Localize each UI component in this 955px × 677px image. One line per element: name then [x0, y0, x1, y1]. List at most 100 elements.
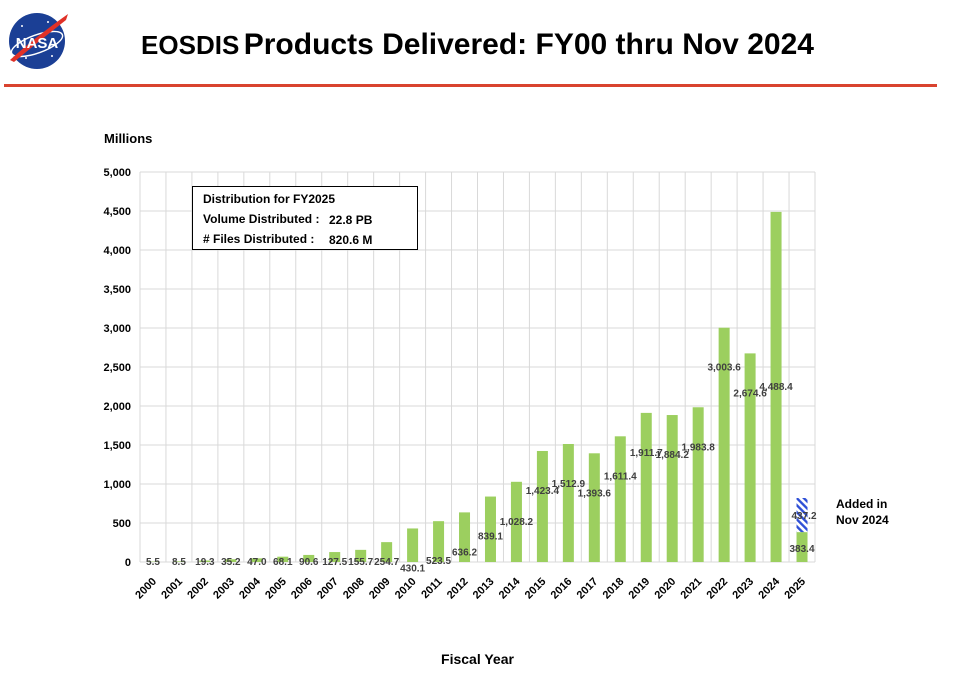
y-tick-label: 500 — [113, 518, 131, 530]
bar-2023 — [744, 353, 756, 562]
bar-2003 — [225, 559, 237, 562]
x-tick-label-2006: 2006 — [289, 576, 315, 602]
x-tick-label-2001: 2001 — [159, 576, 185, 602]
bar-2022 — [718, 327, 730, 562]
infobox-heading: Distribution for FY2025 — [203, 192, 336, 206]
bar-2014 — [510, 481, 522, 562]
value-label-2012: 636.2 — [452, 547, 477, 558]
bar-2010 — [407, 528, 419, 562]
value-label-2009: 254.7 — [374, 557, 399, 568]
title-rule — [4, 84, 937, 87]
x-tick-label-2019: 2019 — [627, 576, 653, 602]
logo-text: NASA — [16, 35, 59, 52]
x-tick-label-2016: 2016 — [549, 576, 575, 602]
page-title: EOSDIS Products Delivered: FY00 thru Nov… — [0, 28, 955, 62]
value-label-2004: 47.0 — [247, 557, 267, 568]
bar-2002 — [199, 560, 211, 562]
value-label-2015: 1,423.4 — [526, 486, 560, 497]
x-tick-label-2012: 2012 — [445, 576, 471, 602]
value-label-2024: 4,488.4 — [759, 382, 793, 393]
y-axis-title: Millions — [104, 131, 153, 146]
value-label-2020: 1,884.2 — [656, 450, 690, 461]
bar-added-segment — [796, 497, 808, 533]
x-tick-label-2021: 2021 — [678, 576, 704, 602]
x-tick-label-2020: 2020 — [653, 576, 679, 602]
y-tick-label: 4,000 — [103, 245, 131, 257]
value-label-2014: 1,028.2 — [500, 517, 534, 528]
bar-2006 — [303, 554, 315, 562]
value-label-2023: 2,674.6 — [733, 388, 767, 399]
value-label-2006: 90.6 — [299, 557, 319, 568]
x-tick-label-2023: 2023 — [730, 576, 756, 602]
value-label-2013: 839.1 — [478, 532, 503, 543]
bar-2013 — [484, 496, 496, 562]
value-label-2001: 8.5 — [172, 557, 186, 568]
value-label-2011: 523.5 — [426, 556, 451, 567]
nasa-logo: NASA — [9, 13, 68, 69]
x-tick-label-2015: 2015 — [523, 576, 549, 602]
bar-2024 — [770, 211, 782, 563]
bar-2021 — [692, 407, 704, 562]
y-tick-label: 3,500 — [103, 284, 131, 296]
x-tick-label-2000: 2000 — [133, 576, 159, 602]
value-label-2017: 1,393.6 — [578, 488, 612, 499]
infobox-volume-label: Volume Distributed : — [203, 212, 320, 226]
value-label-2003: 35.2 — [221, 557, 241, 568]
value-label-2016: 1,512.9 — [552, 479, 586, 490]
x-tick-label-2024: 2024 — [756, 575, 782, 601]
x-tick-label-2002: 2002 — [185, 576, 211, 602]
bar-2005 — [277, 556, 289, 562]
bar-2025 — [796, 532, 808, 562]
value-label-2000: 5.5 — [146, 557, 160, 568]
y-tick-label: 1,000 — [103, 479, 131, 491]
y-tick-label: 1,500 — [103, 440, 131, 452]
bar-2009 — [381, 542, 393, 562]
x-tick-label-2025: 2025 — [782, 576, 808, 602]
value-label-2019: 1,911.7 — [630, 448, 663, 459]
x-tick-label-2014: 2014 — [497, 575, 523, 601]
value-label-2007: 127.5 — [322, 557, 347, 568]
y-tick-label: 5,000 — [103, 167, 131, 179]
value-label-2018: 1,611.4 — [604, 471, 637, 482]
x-tick-label-2008: 2008 — [341, 576, 367, 602]
bar-2020 — [666, 415, 678, 562]
bar-2015 — [536, 450, 548, 562]
x-tick-label-2004: 2004 — [237, 575, 263, 601]
x-tick-label-2022: 2022 — [704, 576, 730, 602]
x-tick-label-2009: 2009 — [367, 576, 393, 602]
bar-2004 — [251, 558, 263, 562]
bar-2012 — [459, 512, 471, 562]
y-tick-label: 3,000 — [103, 323, 131, 335]
value-label-2005: 68.1 — [273, 557, 293, 568]
value-label-2008: 155.7 — [348, 557, 373, 568]
infobox-files-label: # Files Distributed : — [203, 232, 315, 246]
bar-2019 — [640, 412, 652, 562]
y-tick-label: 2,000 — [103, 401, 131, 413]
x-tick-label-2010: 2010 — [393, 576, 419, 602]
x-tick-label-2013: 2013 — [471, 576, 497, 602]
title-eosdis: EOSDIS — [141, 30, 240, 60]
x-tick-label-2018: 2018 — [601, 576, 627, 602]
y-tick-label: 0 — [125, 557, 131, 569]
bar-2017 — [588, 453, 600, 562]
x-tick-label-2005: 2005 — [263, 576, 289, 602]
bar-2007 — [329, 552, 341, 562]
infobox-volume-value: 22.8 PB — [329, 213, 373, 227]
bar-2008 — [355, 549, 367, 562]
bar-2018 — [614, 436, 626, 562]
distribution-infobox: Distribution for FY2025 Volume Distribut… — [192, 186, 418, 250]
y-tick-label: 4,500 — [103, 206, 131, 218]
value-label-2002: 19.3 — [195, 557, 215, 568]
bar-2016 — [562, 443, 574, 562]
x-tick-label-2003: 2003 — [211, 576, 237, 602]
added-value-label: 437.2 — [792, 511, 817, 522]
bar-2011 — [433, 521, 445, 562]
x-axis-title: Fiscal Year — [441, 651, 514, 667]
added-note-line1: Added in — [836, 497, 888, 511]
infobox-files-value: 820.6 M — [329, 233, 373, 247]
y-tick-label: 2,500 — [103, 362, 131, 374]
x-tick-label-2007: 2007 — [315, 576, 341, 602]
added-in-note: Added in Nov 2024 — [836, 496, 889, 528]
x-tick-label-2017: 2017 — [575, 576, 601, 602]
